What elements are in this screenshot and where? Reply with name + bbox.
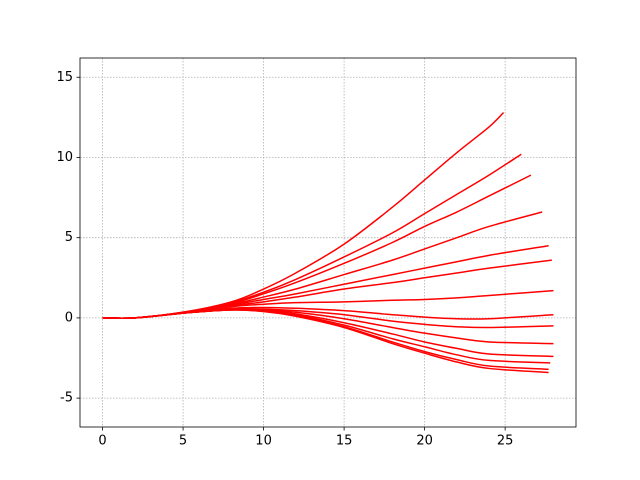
x-tick-label: 5	[179, 434, 187, 449]
axes-frame	[79, 57, 577, 428]
x-tick-label: 15	[336, 434, 353, 449]
y-tick-label: 10	[56, 150, 73, 165]
lines	[102, 112, 554, 374]
line	[102, 309, 549, 374]
x-tick-label: 0	[98, 434, 106, 449]
grid	[80, 58, 576, 427]
y-tick-label: -5	[60, 391, 73, 406]
x-tick-label: 25	[497, 434, 514, 449]
y-tick-label: 0	[65, 310, 73, 325]
x-tick-label: 20	[416, 434, 433, 449]
y-tick-label: 15	[56, 70, 73, 85]
ticks: 0 5 10 15 20 25 -5 0 5 10 15	[56, 70, 513, 449]
x-tick-label: 10	[255, 434, 272, 449]
y-tick-label: 5	[65, 230, 73, 245]
